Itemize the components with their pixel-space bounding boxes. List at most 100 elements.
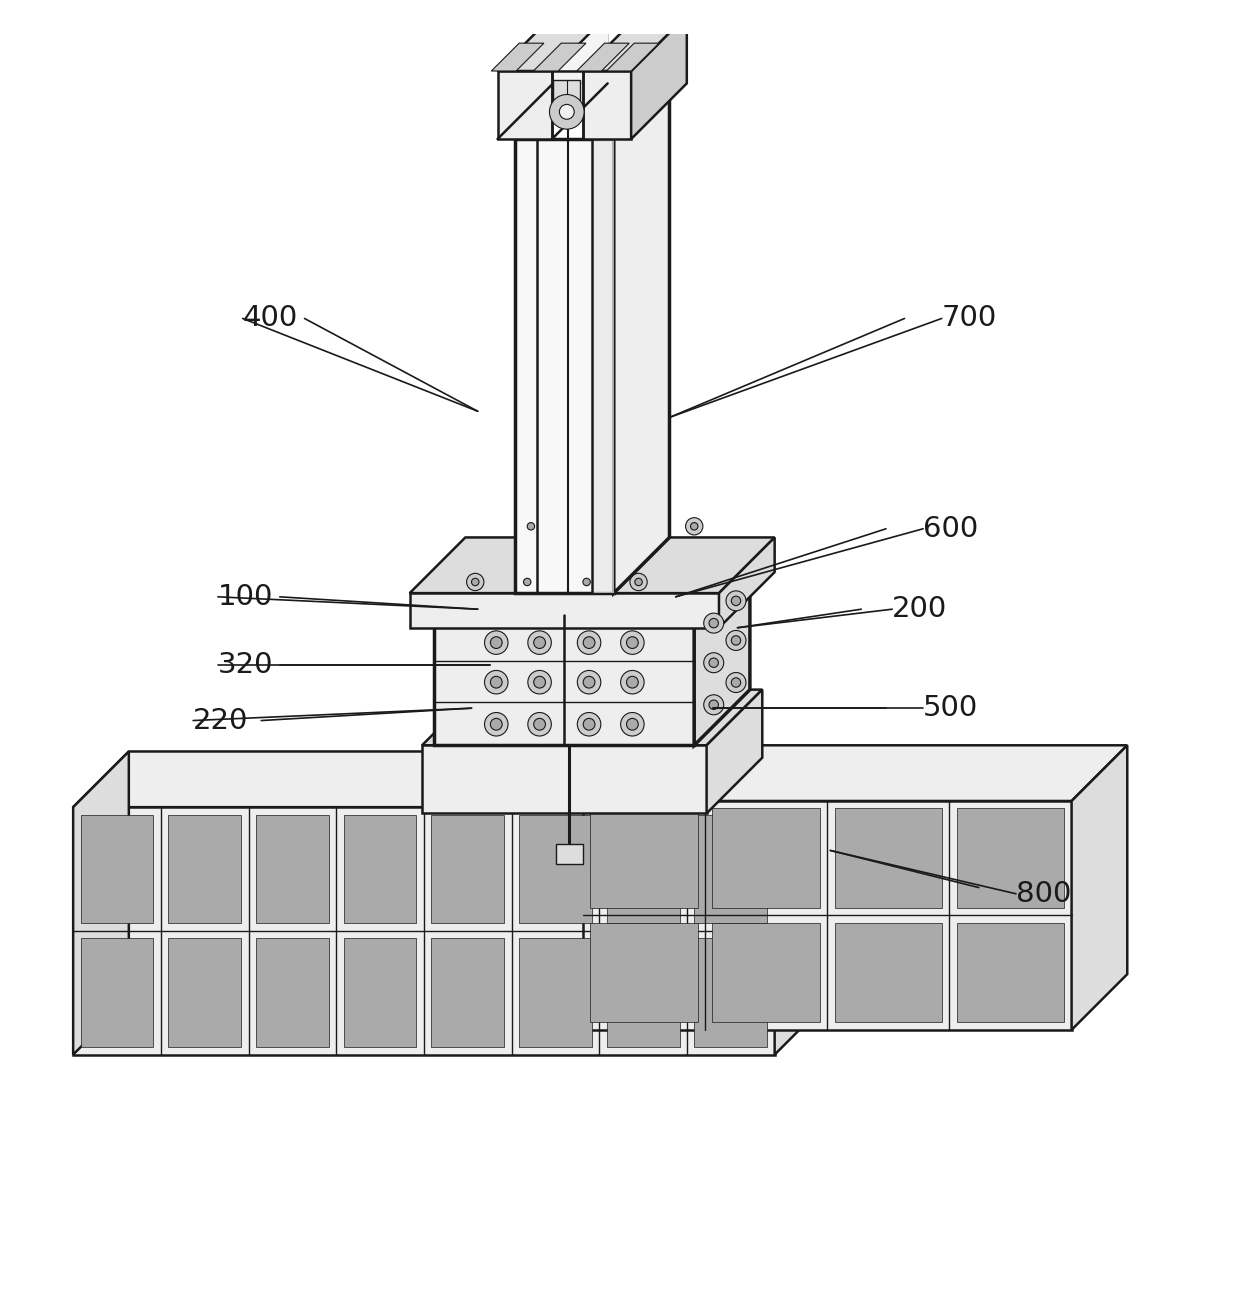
Polygon shape bbox=[409, 592, 719, 628]
Polygon shape bbox=[957, 808, 1064, 908]
Circle shape bbox=[704, 694, 724, 715]
Circle shape bbox=[528, 671, 552, 694]
Polygon shape bbox=[169, 938, 241, 1047]
Polygon shape bbox=[1071, 745, 1127, 1030]
Polygon shape bbox=[606, 43, 658, 70]
Polygon shape bbox=[520, 938, 591, 1047]
Circle shape bbox=[583, 637, 595, 649]
Polygon shape bbox=[553, 16, 608, 84]
Polygon shape bbox=[835, 923, 942, 1022]
Polygon shape bbox=[409, 538, 775, 592]
Polygon shape bbox=[694, 814, 768, 924]
Polygon shape bbox=[707, 689, 763, 813]
Text: 800: 800 bbox=[1016, 880, 1071, 908]
Polygon shape bbox=[422, 689, 763, 745]
Circle shape bbox=[528, 630, 552, 654]
Polygon shape bbox=[556, 844, 583, 864]
Polygon shape bbox=[631, 16, 687, 140]
Circle shape bbox=[725, 672, 746, 693]
Circle shape bbox=[583, 676, 595, 688]
Polygon shape bbox=[606, 814, 680, 924]
Text: 400: 400 bbox=[243, 304, 298, 333]
Polygon shape bbox=[432, 938, 505, 1047]
Polygon shape bbox=[583, 16, 687, 70]
Polygon shape bbox=[583, 801, 1071, 1030]
Circle shape bbox=[691, 522, 698, 530]
Circle shape bbox=[620, 630, 644, 654]
Circle shape bbox=[620, 713, 644, 736]
Text: 500: 500 bbox=[923, 694, 978, 722]
Circle shape bbox=[559, 104, 574, 119]
Polygon shape bbox=[553, 80, 580, 102]
Polygon shape bbox=[343, 814, 417, 924]
Circle shape bbox=[485, 671, 508, 694]
Circle shape bbox=[725, 591, 746, 611]
Circle shape bbox=[709, 699, 718, 710]
Circle shape bbox=[704, 652, 724, 672]
Text: 600: 600 bbox=[923, 514, 978, 543]
Text: 700: 700 bbox=[941, 304, 997, 333]
Polygon shape bbox=[713, 923, 820, 1022]
Polygon shape bbox=[434, 616, 694, 745]
Circle shape bbox=[578, 713, 601, 736]
Polygon shape bbox=[422, 745, 707, 813]
Circle shape bbox=[490, 637, 502, 649]
Circle shape bbox=[466, 573, 484, 591]
Circle shape bbox=[630, 573, 647, 591]
Circle shape bbox=[626, 718, 639, 729]
Polygon shape bbox=[255, 814, 329, 924]
Circle shape bbox=[626, 637, 639, 649]
Polygon shape bbox=[515, 140, 614, 592]
Circle shape bbox=[704, 613, 724, 633]
Circle shape bbox=[732, 636, 740, 645]
Circle shape bbox=[732, 596, 740, 606]
Circle shape bbox=[471, 578, 479, 586]
Circle shape bbox=[725, 630, 746, 650]
Polygon shape bbox=[591, 140, 614, 592]
Circle shape bbox=[709, 619, 718, 628]
Circle shape bbox=[533, 718, 546, 729]
Circle shape bbox=[709, 658, 718, 667]
Circle shape bbox=[485, 630, 508, 654]
Text: 220: 220 bbox=[193, 706, 248, 735]
Circle shape bbox=[635, 578, 642, 586]
Circle shape bbox=[527, 522, 534, 530]
Polygon shape bbox=[73, 752, 831, 808]
Polygon shape bbox=[255, 938, 329, 1047]
Circle shape bbox=[485, 713, 508, 736]
Polygon shape bbox=[497, 70, 552, 140]
Polygon shape bbox=[835, 808, 942, 908]
Text: 320: 320 bbox=[218, 651, 273, 679]
Circle shape bbox=[528, 713, 552, 736]
Circle shape bbox=[490, 676, 502, 688]
Polygon shape bbox=[73, 808, 775, 1054]
Circle shape bbox=[549, 94, 584, 129]
Circle shape bbox=[686, 518, 703, 535]
Circle shape bbox=[533, 637, 546, 649]
Circle shape bbox=[490, 718, 502, 729]
Polygon shape bbox=[577, 43, 629, 70]
Circle shape bbox=[578, 573, 595, 591]
Polygon shape bbox=[694, 938, 768, 1047]
Polygon shape bbox=[713, 808, 820, 908]
Polygon shape bbox=[614, 84, 670, 592]
Circle shape bbox=[522, 518, 539, 535]
Polygon shape bbox=[719, 538, 775, 628]
Text: 200: 200 bbox=[893, 595, 947, 624]
Polygon shape bbox=[957, 923, 1064, 1022]
Polygon shape bbox=[590, 923, 698, 1022]
Circle shape bbox=[583, 718, 595, 729]
Polygon shape bbox=[583, 745, 1127, 801]
Circle shape bbox=[533, 676, 546, 688]
Polygon shape bbox=[533, 43, 587, 70]
Polygon shape bbox=[81, 814, 154, 924]
Circle shape bbox=[523, 578, 531, 586]
Text: 100: 100 bbox=[218, 583, 273, 611]
Polygon shape bbox=[775, 752, 831, 1054]
Polygon shape bbox=[491, 43, 544, 70]
Circle shape bbox=[578, 630, 601, 654]
Polygon shape bbox=[583, 70, 631, 140]
Polygon shape bbox=[590, 808, 698, 908]
Circle shape bbox=[620, 671, 644, 694]
Polygon shape bbox=[73, 752, 129, 1054]
